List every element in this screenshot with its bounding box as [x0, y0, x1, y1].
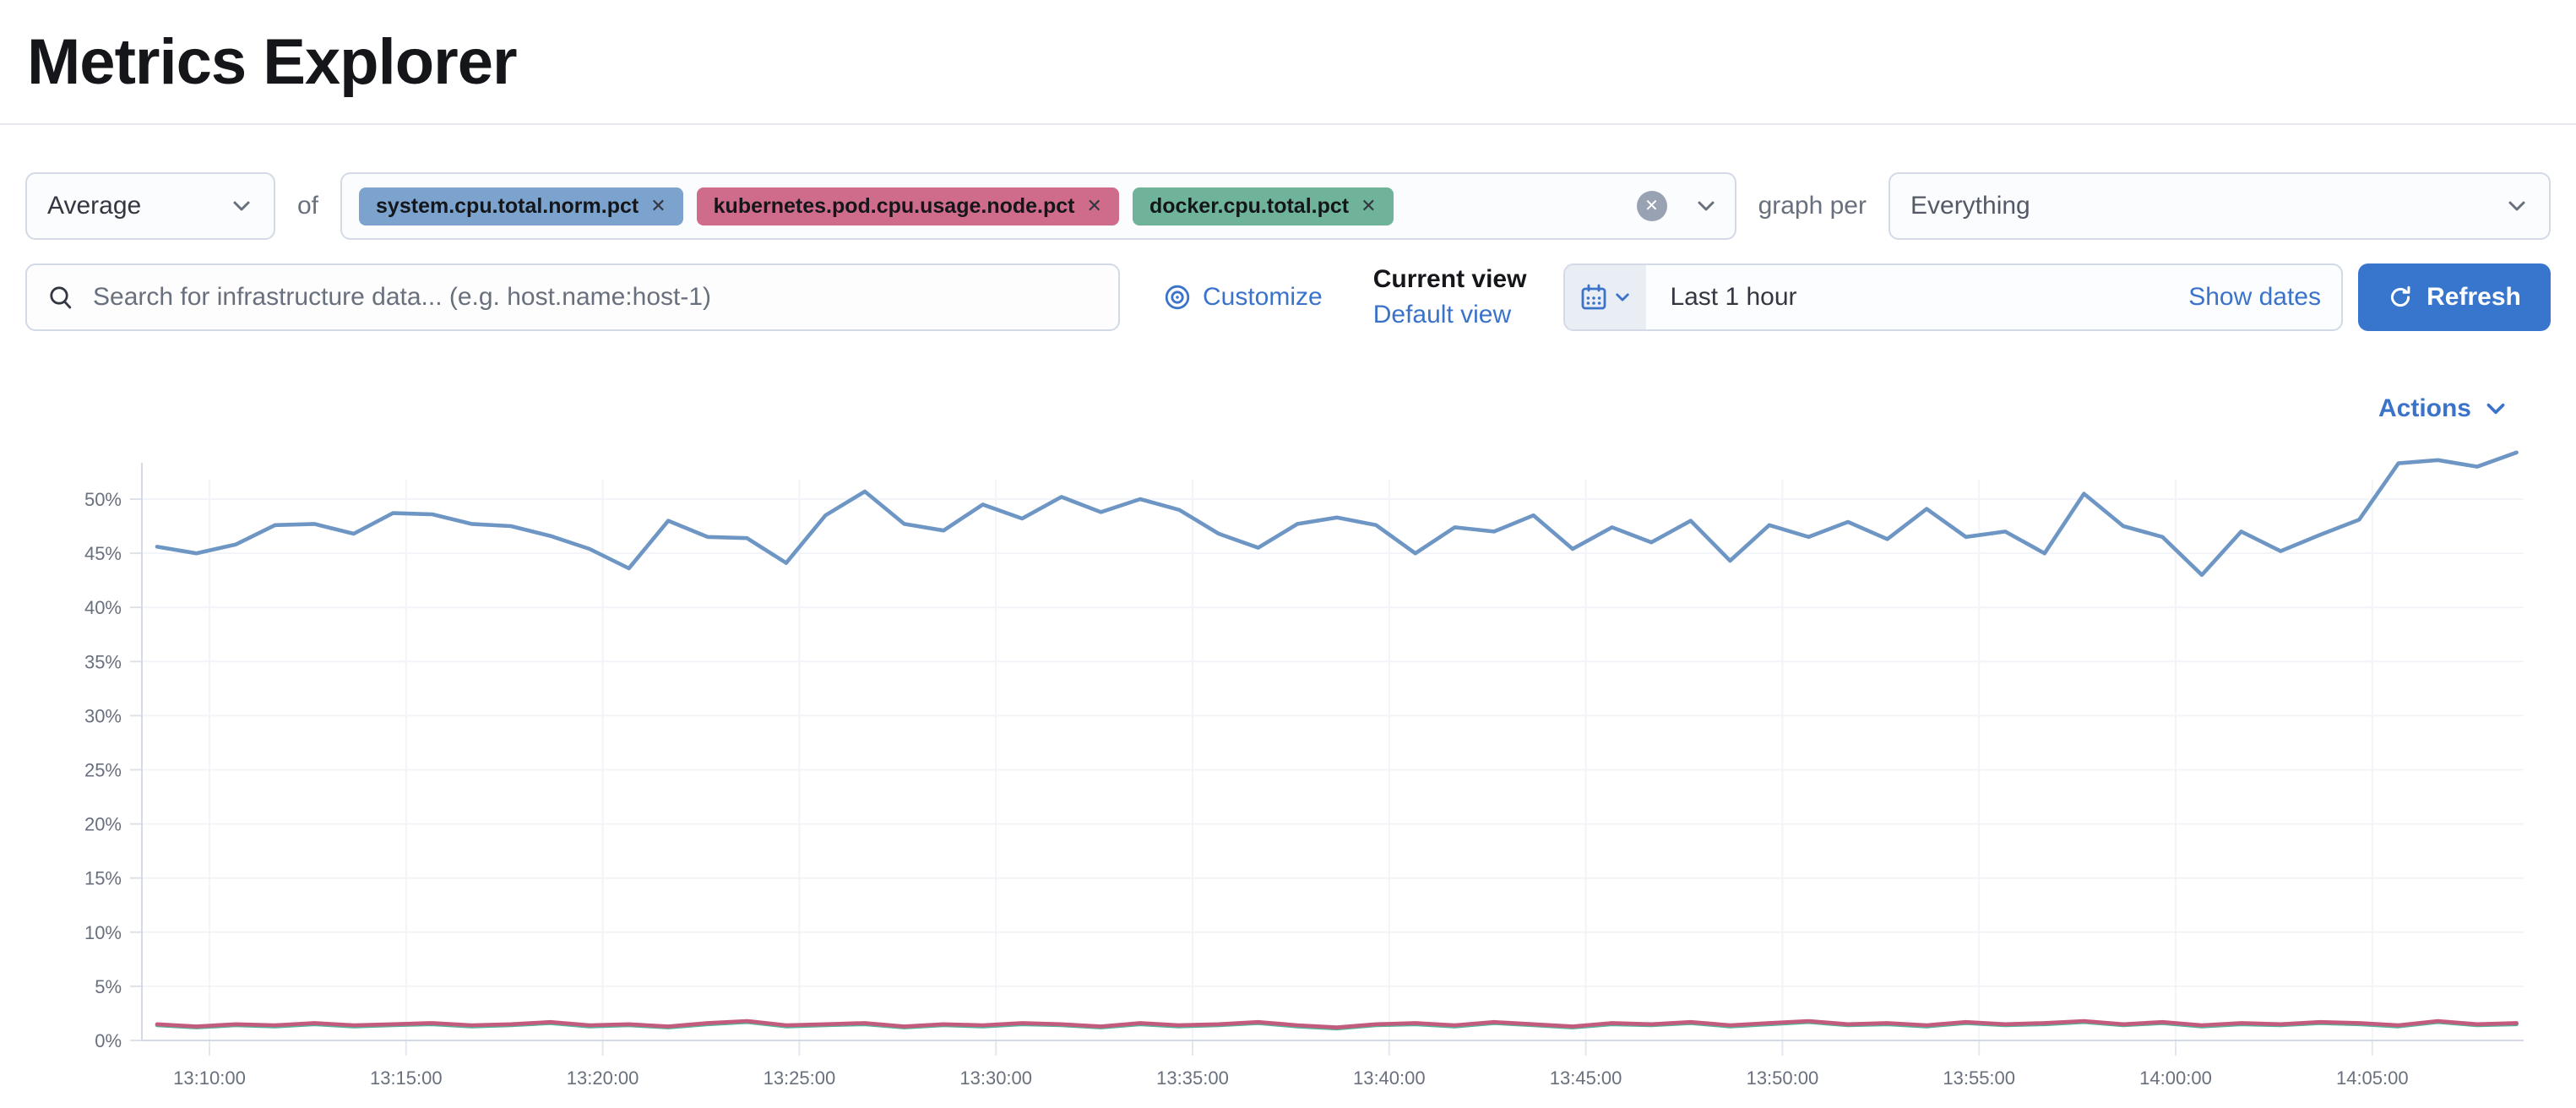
calendar-icon	[1579, 283, 1608, 312]
aggregation-value: Average	[47, 192, 142, 220]
svg-text:13:35:00: 13:35:00	[1156, 1067, 1229, 1089]
remove-metric-icon[interactable]: ✕	[650, 195, 666, 216]
svg-text:25%: 25%	[84, 760, 122, 781]
svg-text:14:00:00: 14:00:00	[2139, 1067, 2212, 1089]
time-range-value[interactable]: Last 1 hour	[1670, 283, 1797, 311]
svg-text:30%: 30%	[84, 705, 122, 726]
customize-label: Customize	[1203, 283, 1323, 311]
svg-text:15%: 15%	[84, 868, 122, 889]
current-view-title: Current view	[1372, 265, 1527, 293]
metric-badge[interactable]: system.cpu.total.norm.pct ✕	[359, 187, 683, 225]
time-range-picker: Last 1 hour Show dates	[1563, 263, 2343, 331]
metric-badge-label: kubernetes.pod.cpu.usage.node.pct	[713, 193, 1075, 218]
chevron-down-icon	[2483, 396, 2508, 421]
actions-menu[interactable]: Actions	[0, 385, 2576, 432]
svg-text:13:25:00: 13:25:00	[764, 1067, 836, 1089]
chevron-down-icon	[230, 194, 253, 218]
clear-all-icon[interactable]: ✕	[1636, 191, 1667, 221]
metric-badge[interactable]: docker.cpu.total.pct ✕	[1132, 187, 1394, 225]
remove-metric-icon[interactable]: ✕	[1361, 195, 1377, 216]
metric-badge[interactable]: kubernetes.pod.cpu.usage.node.pct ✕	[696, 187, 1119, 225]
group-by-value: Everything	[1910, 192, 2030, 220]
metric-badge-label: system.cpu.total.norm.pct	[376, 193, 639, 218]
svg-text:13:10:00: 13:10:00	[173, 1067, 246, 1089]
svg-text:20%: 20%	[84, 814, 122, 835]
svg-text:0%: 0%	[95, 1030, 122, 1051]
svg-text:13:30:00: 13:30:00	[959, 1067, 1032, 1089]
default-view-link[interactable]: Default view	[1372, 301, 1512, 329]
customize-button[interactable]: Customize	[1164, 283, 1323, 312]
chevron-down-icon[interactable]	[1694, 194, 1718, 218]
svg-text:13:20:00: 13:20:00	[567, 1067, 639, 1089]
svg-text:13:45:00: 13:45:00	[1550, 1067, 1622, 1089]
customize-icon	[1164, 284, 1191, 311]
metric-badges: system.cpu.total.norm.pct ✕ kubernetes.pod…	[359, 187, 1623, 225]
show-dates-link[interactable]: Show dates	[2188, 283, 2321, 311]
svg-text:50%: 50%	[84, 489, 122, 510]
svg-text:13:40:00: 13:40:00	[1353, 1067, 1426, 1089]
metrics-line-chart[interactable]: 13:10:00 13:15:00 13:20:00 13:25:00 13:30:00…	[0, 432, 2576, 1108]
svg-text:10%: 10%	[84, 922, 122, 943]
graph-per-label: graph per	[1758, 192, 1867, 220]
filter-bar: Customize Current view Default view	[0, 260, 2576, 334]
svg-text:5%: 5%	[95, 976, 122, 997]
chevron-down-icon	[2505, 194, 2529, 218]
refresh-label: Refresh	[2427, 283, 2521, 311]
svg-text:13:50:00: 13:50:00	[1747, 1067, 1819, 1089]
remove-metric-icon[interactable]: ✕	[1086, 195, 1102, 216]
search-field[interactable]	[25, 263, 1120, 331]
refresh-icon	[2388, 285, 2413, 310]
refresh-button[interactable]: Refresh	[2358, 263, 2551, 331]
svg-text:14:05:00: 14:05:00	[2336, 1067, 2409, 1089]
metrics-combobox[interactable]: system.cpu.total.norm.pct ✕ kubernetes.pod…	[340, 172, 1736, 240]
actions-label: Actions	[2378, 394, 2471, 422]
svg-text:13:15:00: 13:15:00	[370, 1067, 443, 1089]
svg-text:13:55:00: 13:55:00	[1943, 1067, 2015, 1089]
svg-text:40%: 40%	[84, 597, 122, 618]
svg-text:45%: 45%	[84, 543, 122, 564]
metric-badge-label: docker.cpu.total.pct	[1149, 193, 1350, 218]
search-icon	[47, 284, 74, 311]
group-by-select[interactable]: Everything	[1889, 172, 2551, 240]
page-title: Metrics Explorer	[27, 26, 518, 98]
view-picker: Current view Default view	[1373, 262, 1527, 333]
page-header: Metrics Explorer	[0, 0, 2576, 101]
aggregation-select[interactable]: Average	[25, 172, 275, 240]
search-input[interactable]	[90, 281, 1098, 313]
chevron-down-icon	[1613, 288, 1632, 307]
of-label: of	[297, 192, 319, 220]
calendar-menu-button[interactable]	[1565, 265, 1647, 329]
metric-toolbar: Average of system.cpu.total.norm.pct ✕ kub…	[0, 172, 2576, 240]
header-divider	[0, 123, 2576, 125]
svg-text:35%: 35%	[84, 651, 122, 672]
